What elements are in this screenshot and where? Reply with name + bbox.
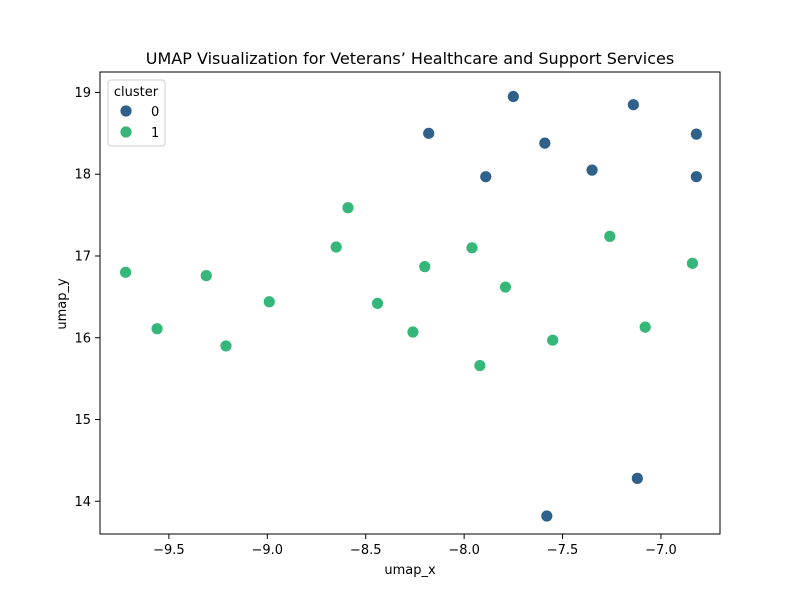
legend-title: cluster	[114, 85, 159, 100]
scatter-point-cluster-0	[631, 472, 643, 484]
y-tick-label: 17	[74, 249, 91, 264]
y-tick-label: 15	[74, 413, 91, 428]
x-tick-label: −7.5	[547, 543, 579, 558]
data-points	[120, 91, 703, 522]
chart-title: UMAP Visualization for Veterans’ Healthc…	[146, 49, 674, 68]
scatter-point-cluster-1	[547, 334, 559, 346]
scatter-point-cluster-1	[604, 230, 616, 242]
x-tick-label: −9.5	[153, 543, 185, 558]
plot-area	[100, 72, 720, 534]
scatter-point-cluster-0	[627, 99, 639, 111]
scatter-point-cluster-1	[330, 241, 342, 253]
legend: cluster 0 1	[108, 80, 165, 146]
scatter-point-cluster-1	[151, 323, 163, 335]
x-axis-ticks: −9.5 −9.0 −8.5 −8.0 −7.5 −7.0	[153, 534, 677, 558]
x-tick-label: −7.0	[645, 543, 677, 558]
plot-frame	[100, 72, 720, 534]
scatter-point-cluster-0	[507, 91, 519, 103]
x-axis-label: umap_x	[384, 563, 436, 578]
legend-marker-cluster-0	[120, 105, 132, 117]
y-axis-label: umap_y	[55, 278, 70, 330]
y-tick-label: 18	[74, 168, 91, 183]
scatter-point-cluster-0	[690, 171, 702, 183]
scatter-point-cluster-1	[419, 261, 431, 273]
y-tick-label: 19	[74, 86, 91, 101]
scatter-point-cluster-1	[474, 360, 486, 372]
legend-label-cluster-1: 1	[151, 126, 159, 141]
scatter-point-cluster-0	[539, 137, 551, 149]
scatter-point-cluster-0	[480, 171, 492, 183]
scatter-point-cluster-1	[220, 340, 232, 352]
y-tick-label: 14	[74, 495, 91, 510]
legend-marker-cluster-1	[120, 126, 132, 138]
scatter-point-cluster-1	[686, 257, 698, 269]
y-axis-ticks: 14 15 16 17 18 19	[74, 86, 100, 510]
scatter-point-cluster-1	[407, 326, 419, 338]
scatter-point-cluster-1	[639, 321, 651, 333]
x-tick-label: −8.5	[350, 543, 382, 558]
scatter-point-cluster-1	[466, 242, 478, 254]
legend-label-cluster-0: 0	[151, 105, 159, 120]
scatter-point-cluster-0	[690, 128, 702, 140]
scatter-point-cluster-0	[541, 510, 553, 522]
scatter-point-cluster-1	[342, 202, 354, 214]
x-tick-label: −8.0	[448, 543, 480, 558]
scatter-point-cluster-1	[499, 281, 511, 293]
scatter-point-cluster-1	[263, 296, 275, 308]
scatter-point-cluster-1	[120, 266, 132, 278]
scatter-point-cluster-0	[586, 164, 598, 176]
scatter-point-cluster-1	[372, 297, 384, 309]
scatter-point-cluster-0	[423, 127, 435, 139]
scatter-point-cluster-1	[200, 270, 212, 282]
y-tick-label: 16	[74, 331, 91, 346]
x-tick-label: −9.0	[252, 543, 284, 558]
